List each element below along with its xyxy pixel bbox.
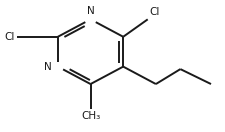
Text: N: N: [86, 6, 94, 16]
Text: CH₃: CH₃: [81, 111, 100, 121]
Text: N: N: [44, 62, 52, 72]
Text: Cl: Cl: [4, 32, 15, 42]
Text: Cl: Cl: [149, 7, 160, 17]
